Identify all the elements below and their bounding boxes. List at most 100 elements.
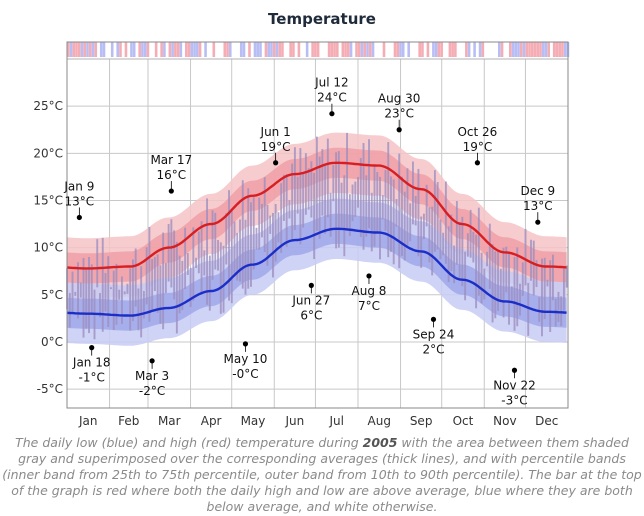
- anomaly-strip-warm: [314, 42, 317, 57]
- anomaly-strip-cold: [544, 42, 548, 57]
- daily-range-bar: [392, 179, 395, 265]
- anomaly-strip-warm: [547, 42, 551, 57]
- daily-range-bar: [552, 254, 554, 301]
- anomaly-strip-cold: [132, 42, 136, 57]
- anomaly-strip-cold: [86, 42, 89, 57]
- daily-range-bar: [230, 210, 233, 304]
- anomaly-strip-warm: [272, 42, 276, 57]
- daily-range-bar: [112, 270, 115, 331]
- anomaly-strip-warm: [176, 42, 180, 57]
- x-tick-label: Jan: [78, 414, 98, 428]
- daily-range-bar: [126, 283, 129, 294]
- anomaly-strip-cold: [141, 42, 144, 57]
- daily-range-bar: [329, 192, 332, 237]
- anomaly-strip-warm: [555, 42, 559, 57]
- daily-range-bar: [225, 213, 228, 265]
- daily-range-bar: [373, 166, 376, 247]
- daily-range-bar: [464, 251, 467, 301]
- daily-range-bar: [79, 282, 82, 298]
- daily-range-bar: [414, 195, 417, 226]
- x-tick-label: Apr: [201, 414, 222, 428]
- daily-range-bar: [164, 263, 167, 294]
- y-tick-label: 5°C: [41, 288, 63, 302]
- anomaly-strip-warm: [119, 42, 122, 57]
- annotation-date: Dec 9: [520, 184, 555, 198]
- daily-range-bar: [491, 244, 494, 323]
- anomaly-strip-warm: [451, 42, 454, 57]
- anomaly-strip-warm: [311, 42, 314, 57]
- daily-range-bar: [181, 260, 184, 311]
- anomaly-strip-warm: [316, 42, 320, 57]
- anomaly-strip-warm: [519, 42, 523, 57]
- daily-range-bar: [304, 153, 307, 215]
- anomaly-strip-warm: [347, 42, 350, 57]
- anomaly-strip-cold: [190, 42, 194, 57]
- y-tick-label: 20°C: [33, 146, 63, 160]
- annotation-date: Mar 17: [150, 153, 192, 167]
- daily-range-bar: [444, 181, 447, 264]
- daily-range-bar: [417, 168, 420, 257]
- daily-range-bar: [488, 223, 491, 289]
- daily-range-bar: [184, 227, 187, 290]
- annotation-date: Jun 27: [291, 293, 330, 307]
- anomaly-strip-warm: [292, 42, 295, 57]
- y-tick-label: 15°C: [33, 193, 63, 207]
- daily-range-bar: [365, 175, 368, 237]
- daily-range-bar: [214, 212, 217, 270]
- x-tick-label: Oct: [453, 414, 474, 428]
- daily-range-bar: [206, 198, 209, 305]
- anomaly-strip-cold: [102, 42, 106, 57]
- average-low-line: [66, 227, 567, 317]
- daily-range-bar: [274, 203, 277, 262]
- average-high-line: [66, 161, 567, 270]
- anomaly-strip-cold: [204, 42, 207, 57]
- daily-range-bar: [162, 232, 165, 330]
- daily-range-bar: [104, 273, 107, 312]
- anomaly-strip-cold: [407, 42, 411, 57]
- daily-range-bar: [370, 192, 373, 252]
- anomaly-strip-warm: [223, 42, 227, 57]
- daily-range-bar: [131, 259, 134, 322]
- anomaly-strip-warm: [454, 42, 457, 57]
- daily-range-bar: [359, 157, 362, 238]
- daily-range-bar: [129, 268, 132, 331]
- daily-range-bar: [527, 282, 530, 336]
- anomaly-strip-cold: [511, 42, 515, 57]
- daily-range-bar: [433, 170, 436, 252]
- daily-range-bar: [96, 239, 99, 288]
- annotation-date: Jan 9: [63, 179, 94, 193]
- annotation-value: 24°C: [317, 91, 347, 105]
- annotation-date: Aug 30: [378, 92, 421, 106]
- daily-range-bar: [299, 148, 302, 245]
- daily-range-bar: [261, 203, 263, 238]
- anomaly-strip-warm: [341, 42, 345, 57]
- daily-range-bar: [337, 151, 340, 248]
- x-tick-label: Mar: [158, 414, 181, 428]
- daily-range-bar: [530, 239, 532, 281]
- daily-range-bar: [252, 197, 255, 270]
- anomaly-strip-warm: [75, 42, 78, 57]
- annotation-date: Jan 18: [72, 356, 111, 370]
- anomaly-strip-cold: [130, 42, 133, 57]
- x-tick-label: Nov: [493, 414, 516, 428]
- anomaly-strip-cold: [497, 42, 501, 57]
- anomaly-strip-cold: [432, 42, 435, 57]
- anomaly-strip-warm: [440, 42, 443, 57]
- daily-range-bar: [189, 267, 192, 308]
- anomaly-strip-cold: [256, 42, 260, 57]
- daily-range-bar: [222, 245, 225, 313]
- daily-range-bar: [466, 233, 469, 257]
- anomaly-strip-warm: [448, 42, 452, 57]
- daily-range-bar: [85, 268, 88, 329]
- anomaly-strip-warm: [552, 42, 556, 57]
- daily-range-bar: [381, 195, 384, 220]
- anomaly-strip-warm: [465, 42, 468, 57]
- daily-range-bar: [420, 216, 423, 268]
- anomaly-strip-cold: [69, 42, 73, 57]
- annotation-value: 16°C: [156, 168, 186, 182]
- x-tick-label: Sep: [410, 414, 433, 428]
- daily-range-bar: [422, 213, 425, 240]
- daily-range-bar: [315, 136, 318, 231]
- daily-range-bar: [450, 214, 453, 272]
- anomaly-strip-cold: [399, 42, 402, 57]
